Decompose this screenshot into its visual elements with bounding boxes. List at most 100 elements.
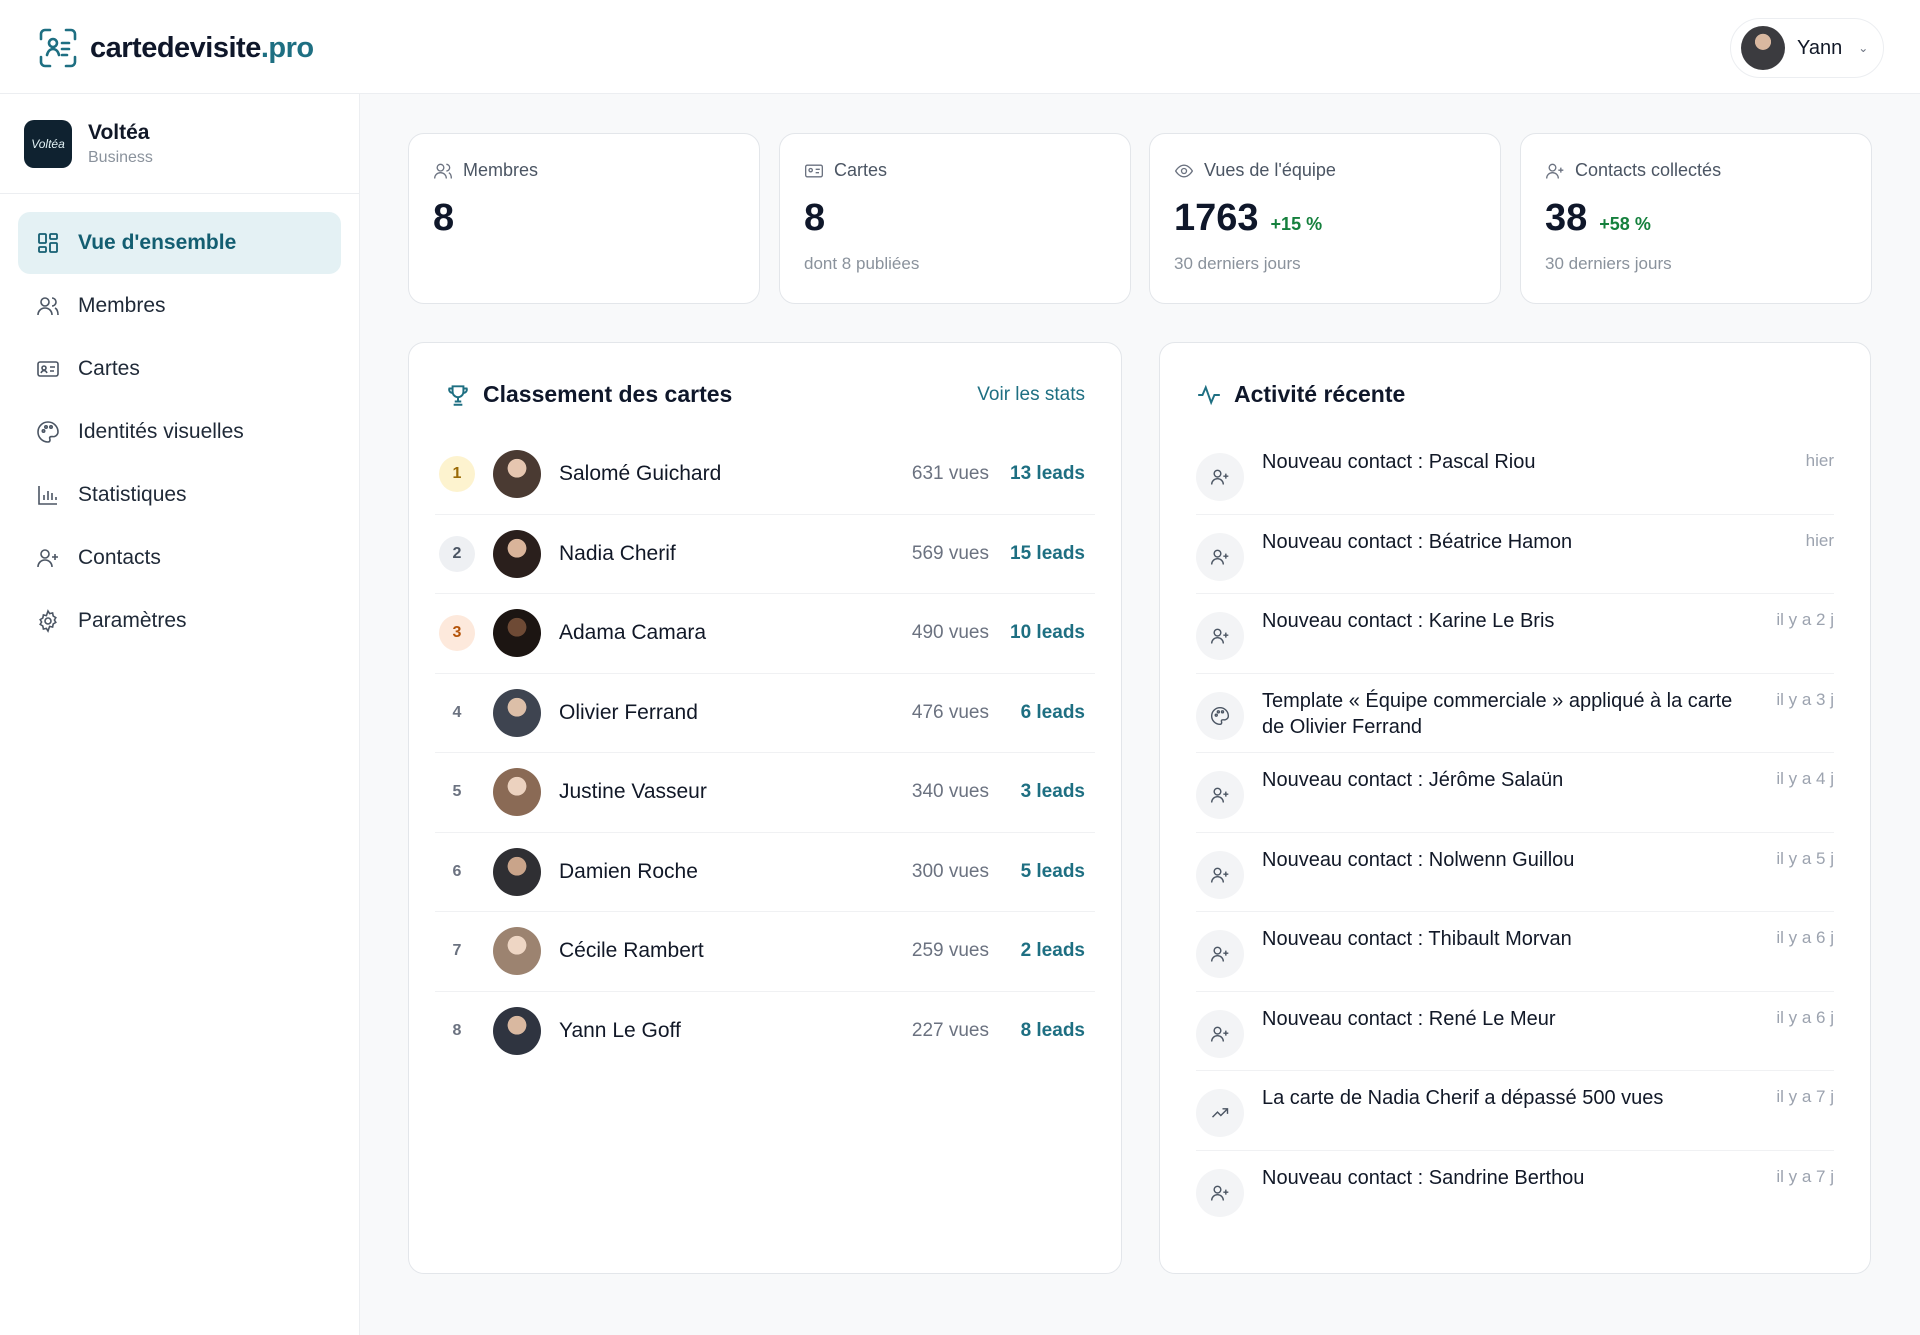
id-card-icon [37,361,59,377]
activity-text: Nouveau contact : René Le Meur [1262,1007,1556,1030]
user-menu-button[interactable]: Yann ⌄ [1730,18,1884,78]
activity-pulse-icon [1198,384,1220,405]
activity-text: Nouveau contact : Nolwenn Guillou [1262,848,1575,871]
activity-item[interactable]: La carte de Nadia Cherif a dépassé 500 v… [1196,1071,1834,1151]
activity-item[interactable]: Nouveau contact : Béatrice Hamon hier [1196,515,1834,594]
ranking-panel: Classement des cartes Voir les stats 1 Sa… [408,342,1122,1274]
activity-panel: Activité récente Nouveau contact : Pasca… [1159,342,1871,1274]
sidebar-item-cards[interactable]: Cartes [18,338,341,400]
activity-item[interactable]: Template « Équipe commerciale » appliqué… [1196,674,1834,753]
activity-text: Template « Équipe commerciale » appliqué… [1262,689,1733,738]
activity-time: il y a 7 j [1776,1166,1834,1186]
ranking-row[interactable]: 4 Olivier Ferrand 476 vues 6 leads [435,674,1095,753]
activity-item[interactable]: Nouveau contact : Pascal Riou hier [1196,435,1834,515]
avatar [493,609,541,658]
stat-card-team-views: Vues de l'équipe 1763 +15 % 30 derniers j… [1149,133,1501,304]
avatar [493,450,541,499]
user-name: Yann [1797,36,1843,59]
sidebar-item-overview[interactable]: Vue d'ensemble [18,212,341,274]
stat-value: 38 [1545,197,1588,239]
brand-logo[interactable]: cartedevisite.pro [38,27,314,69]
id-card-icon [805,164,823,177]
activity-time: il y a 2 j [1776,610,1834,629]
activity-item[interactable]: Nouveau contact : Thibault Morvan il y a … [1196,912,1834,992]
users-icon [434,163,452,179]
activity-item[interactable]: Nouveau contact : Jérôme Salaün il y a 4 … [1196,753,1834,833]
avatar [493,529,541,578]
stat-label: Contacts collectés [1575,160,1722,180]
sidebar-nav: Vue d'ensemble Membres Cartes Identités … [0,194,359,671]
avatar [493,768,541,817]
ranking-title: Classement des cartes [483,381,733,407]
activity-item[interactable]: Nouveau contact : Nolwenn Guillou il y a … [1196,833,1834,912]
sidebar: Voltéa Voltéa Business Vue d'ensemble Me… [0,94,360,1335]
ranking-row[interactable]: 1 Salomé Guichard 631 vues 13 leads [435,435,1095,515]
member-name: Justine Vasseur [559,780,707,804]
member-name: Cécile Rambert [559,939,704,963]
brand-name: cartedevisite.pro [90,31,314,64]
views-count: 490 vues [911,622,989,644]
rank-badge: 5 [452,783,462,801]
sidebar-item-settings[interactable]: Paramètres [18,590,341,652]
activity-time: il y a 6 j [1776,1007,1834,1027]
trending-up-icon [1196,1089,1244,1137]
stat-card-contacts: Contacts collectés 38 +58 % 30 derniers j… [1520,133,1872,304]
view-stats-link[interactable]: Voir les stats [977,383,1085,405]
ranking-row[interactable]: 6 Damien Roche 300 vues 5 leads [435,833,1095,912]
organization-switcher[interactable]: Voltéa Voltéa Business [0,94,359,194]
trophy-icon [448,384,468,406]
views-count: 340 vues [911,781,989,803]
activity-time: il y a 4 j [1776,769,1834,788]
leads-count: 10 leads [1010,622,1085,644]
stat-delta: +58 % [1599,214,1651,234]
user-plus-icon [1196,771,1244,819]
activity-text: Nouveau contact : Pascal Riou [1262,451,1536,473]
rank-badge: 3 [439,615,475,652]
user-plus-icon [1196,453,1244,501]
activity-time: il y a 3 j [1776,689,1834,709]
eye-icon [1174,163,1194,178]
activity-list: Nouveau contact : Pascal Riou hier Nouveau… [1196,435,1834,1230]
user-plus-icon [1196,930,1244,978]
activity-item[interactable]: Nouveau contact : Sandrine Berthou il y a… [1196,1151,1834,1231]
ranking-row[interactable]: 2 Nadia Cherif 569 vues 15 leads [435,515,1095,594]
activity-text: Nouveau contact : Béatrice Hamon [1262,530,1573,553]
activity-text: Nouveau contact : Jérôme Salaün [1262,769,1564,791]
views-count: 259 vues [911,940,989,962]
stat-value: 1763 [1174,197,1259,239]
ranking-list: 1 Salomé Guichard 631 vues 13 leads 2 Nadia C… [435,435,1095,1071]
activity-time: il y a 5 j [1776,848,1834,868]
avatar [493,688,541,737]
user-plus-icon [37,549,58,568]
member-name: Salomé Guichard [559,462,722,486]
stat-subtext: 30 derniers jours [1174,254,1301,273]
rank-badge: 8 [452,1022,462,1040]
activity-time: hier [1805,530,1834,550]
sidebar-item-visual-identities[interactable]: Identités visuelles [18,401,341,463]
views-count: 476 vues [911,701,989,723]
leads-count: 15 leads [1010,542,1085,564]
stat-delta: +15 % [1270,214,1323,234]
member-name: Adama Camara [559,621,707,645]
users-icon [37,297,59,316]
ranking-row[interactable]: 7 Cécile Rambert 259 vues 2 leads [435,912,1095,992]
sidebar-item-label: Statistiques [78,483,187,506]
activity-item[interactable]: Nouveau contact : Karine Le Bris il y a 2… [1196,594,1834,674]
ranking-row[interactable]: 3 Adama Camara 490 vues 10 leads [435,594,1095,674]
ranking-row[interactable]: 8 Yann Le Goff 227 vues 8 leads [435,992,1095,1072]
rank-badge: 7 [452,942,462,960]
ranking-row[interactable]: 5 Justine Vasseur 340 vues 3 leads [435,753,1095,833]
bar-chart-icon [38,486,57,505]
chevron-down-icon: ⌄ [1858,41,1869,55]
stat-subtext: 30 derniers jours [1545,254,1672,273]
views-count: 569 vues [911,542,989,564]
stat-label: Cartes [834,160,888,180]
sidebar-item-label: Vue d'ensemble [78,231,237,254]
sidebar-item-label: Identités visuelles [78,420,244,443]
activity-item[interactable]: Nouveau contact : René Le Meur il y a 6 j [1196,992,1834,1071]
sidebar-item-statistics[interactable]: Statistiques [18,464,341,526]
palette-icon [1196,691,1244,740]
sidebar-item-contacts[interactable]: Contacts [18,527,341,589]
leads-count: 3 leads [1020,781,1085,803]
sidebar-item-members[interactable]: Membres [18,275,341,337]
